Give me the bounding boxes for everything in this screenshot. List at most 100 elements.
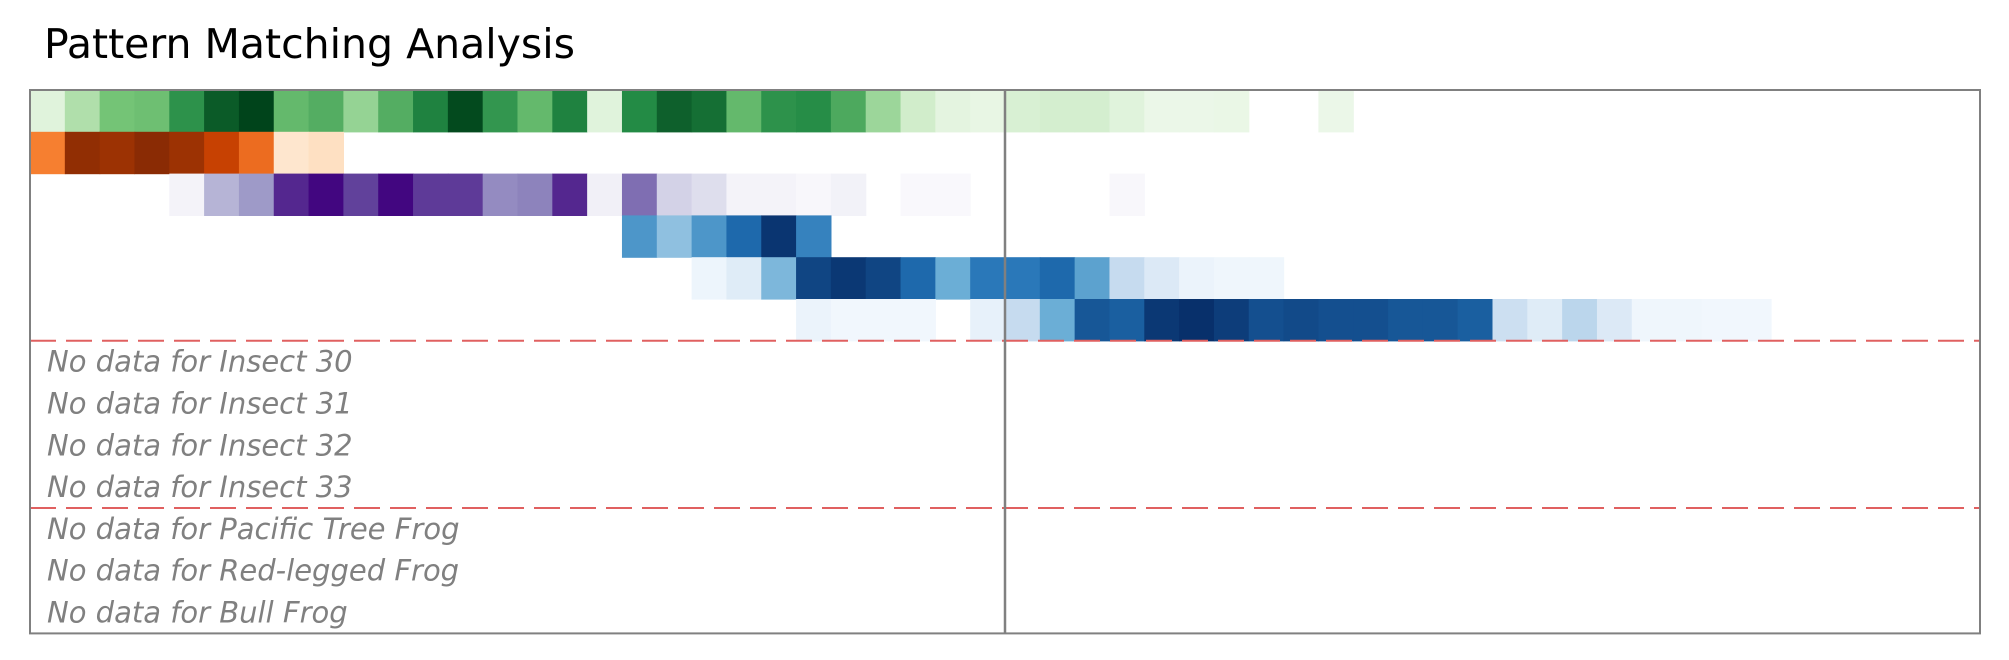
heatmap-cell bbox=[169, 131, 205, 175]
heatmap-cell bbox=[761, 257, 797, 300]
heatmap-cell bbox=[204, 131, 240, 175]
heatmap-cell bbox=[30, 90, 66, 133]
heatmap-cell bbox=[726, 257, 762, 300]
heatmap-cell bbox=[1353, 299, 1389, 342]
heatmap-cell bbox=[1039, 299, 1076, 342]
heatmap-cell bbox=[1457, 299, 1494, 342]
heatmap-cell bbox=[1283, 299, 1319, 342]
heatmap-cell bbox=[656, 90, 693, 133]
heatmap-cell bbox=[761, 90, 797, 133]
heatmap-cell bbox=[552, 173, 588, 216]
heatmap-cell bbox=[273, 90, 310, 133]
heatmap-cell bbox=[1562, 299, 1598, 342]
heatmap-cell bbox=[238, 131, 275, 175]
empty-row-labels: No data for Insect 30 No data for Insect … bbox=[47, 345, 460, 630]
heatmap-cell bbox=[691, 90, 728, 133]
heatmap-cell bbox=[343, 90, 379, 133]
heatmap-cell bbox=[308, 90, 344, 133]
heatmap-cell bbox=[796, 257, 832, 300]
heatmap-cell bbox=[64, 131, 101, 175]
heatmap-cell bbox=[1005, 299, 1041, 342]
no-data-label: No data for Insect 31 bbox=[47, 387, 353, 421]
heatmap-cell bbox=[134, 90, 170, 133]
heatmap-cell bbox=[1631, 299, 1668, 342]
heatmap-cell bbox=[64, 90, 101, 133]
heatmap-cell bbox=[761, 215, 797, 258]
heatmap-cell bbox=[1213, 257, 1250, 300]
heatmap-cell bbox=[900, 257, 936, 300]
heatmap-cell bbox=[1039, 257, 1076, 300]
heatmap-cell bbox=[621, 173, 658, 216]
heatmap-cell bbox=[517, 90, 553, 133]
heatmap-cell bbox=[413, 90, 449, 133]
chart-title: Pattern Matching Analysis bbox=[44, 20, 575, 68]
no-data-label: No data for Red-legged Frog bbox=[47, 554, 459, 588]
heatmap-cell bbox=[796, 215, 832, 258]
heatmap-cell bbox=[482, 173, 519, 216]
heatmap-cells bbox=[30, 90, 1772, 342]
heatmap-cell bbox=[447, 90, 484, 133]
heatmap-cell bbox=[447, 173, 484, 216]
heatmap-cell bbox=[1388, 299, 1424, 342]
heatmap-cell bbox=[726, 173, 762, 216]
heatmap-cell bbox=[796, 299, 832, 342]
heatmap-cell bbox=[587, 173, 623, 216]
heatmap-cell bbox=[99, 131, 136, 175]
heatmap-cell bbox=[1422, 299, 1459, 342]
heatmap-cell bbox=[830, 299, 867, 342]
heatmap-cell bbox=[1179, 257, 1215, 300]
heatmap-cell bbox=[238, 90, 275, 133]
heatmap-cell bbox=[1492, 299, 1528, 342]
heatmap-cell bbox=[1074, 299, 1111, 342]
heatmap-cell bbox=[587, 90, 623, 133]
heatmap-cell bbox=[935, 173, 971, 216]
heatmap-cell bbox=[1144, 299, 1180, 342]
heatmap-cell bbox=[413, 173, 449, 216]
heatmap-cell bbox=[204, 90, 240, 133]
heatmap-cell bbox=[1736, 299, 1772, 342]
no-data-label: No data for Insect 32 bbox=[47, 428, 353, 462]
heatmap-cell bbox=[970, 299, 1006, 342]
heatmap-cell bbox=[1074, 90, 1111, 133]
no-data-label: No data for Bull Frog bbox=[47, 596, 348, 630]
heatmap-cell bbox=[761, 173, 797, 216]
heatmap-cell bbox=[1596, 299, 1633, 342]
heatmap-cell bbox=[378, 90, 414, 133]
heatmap-cell bbox=[935, 257, 971, 300]
heatmap-cell bbox=[1701, 299, 1737, 342]
heatmap-cell bbox=[865, 299, 902, 342]
heatmap-cell bbox=[830, 90, 867, 133]
heatmap-cell bbox=[621, 215, 658, 258]
plot-frame bbox=[29, 89, 1981, 635]
no-data-label: No data for Insect 30 bbox=[47, 345, 353, 379]
heatmap-cell bbox=[273, 173, 310, 216]
heatmap-cell bbox=[378, 173, 414, 216]
heatmap-cell bbox=[865, 90, 902, 133]
heatmap-cell bbox=[900, 173, 936, 216]
heatmap-cell bbox=[726, 215, 762, 258]
heatmap-cell bbox=[865, 257, 902, 300]
heatmap-cell bbox=[1248, 257, 1285, 300]
heatmap-cell bbox=[691, 173, 728, 216]
heatmap-cell bbox=[308, 173, 344, 216]
heatmap-cell bbox=[621, 90, 658, 133]
heatmap-cell bbox=[552, 90, 588, 133]
heatmap-cell bbox=[830, 173, 867, 216]
heatmap-cell bbox=[900, 299, 936, 342]
heatmap-cell bbox=[1213, 90, 1250, 133]
heatmap-cell bbox=[169, 173, 205, 216]
heatmap-cell bbox=[517, 173, 553, 216]
heatmap-cell bbox=[726, 90, 762, 133]
heatmap-cell bbox=[238, 173, 275, 216]
heatmap-cell bbox=[691, 215, 728, 258]
heatmap-cell bbox=[1318, 299, 1354, 342]
heatmap-cell bbox=[830, 257, 867, 300]
heatmap-cell bbox=[1039, 90, 1076, 133]
heatmap-cell bbox=[1005, 90, 1041, 133]
heatmap-cell bbox=[99, 90, 136, 133]
no-data-label: No data for Pacific Tree Frog bbox=[47, 512, 460, 546]
heatmap-cell bbox=[1109, 173, 1145, 216]
heatmap-cell bbox=[134, 131, 170, 175]
heatmap-cell bbox=[1144, 90, 1180, 133]
